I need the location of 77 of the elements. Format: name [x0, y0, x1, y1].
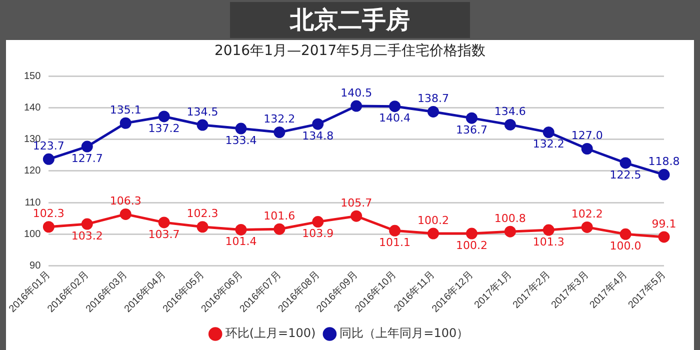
data-label: 99.1 — [652, 217, 676, 230]
data-label: 102.3 — [186, 207, 218, 220]
data-label: 136.7 — [456, 123, 488, 136]
point — [158, 110, 170, 122]
point — [81, 218, 93, 230]
data-label: 103.2 — [71, 229, 103, 242]
data-label: 132.2 — [532, 138, 564, 151]
data-label: 103.9 — [302, 227, 334, 240]
data-label: 100.8 — [494, 212, 526, 225]
data-label: 101.6 — [264, 209, 296, 222]
point — [42, 153, 54, 165]
data-label: 118.8 — [648, 155, 680, 168]
point — [542, 126, 554, 138]
data-label: 100.2 — [418, 214, 450, 227]
point — [466, 112, 478, 124]
data-label: 101.4 — [225, 235, 257, 248]
point — [274, 126, 286, 138]
point — [274, 223, 286, 235]
y-tick-label: 150 — [24, 70, 42, 82]
point — [620, 157, 632, 169]
y-tick-label: 140 — [24, 102, 42, 114]
data-label: 137.2 — [148, 122, 180, 135]
point — [504, 118, 516, 130]
data-label: 132.2 — [264, 112, 296, 126]
point — [542, 224, 554, 236]
point — [120, 117, 132, 129]
data-label: 134.6 — [494, 105, 526, 118]
chart-subtitle: 2016年1月—2017年5月二手住宅价格指数 — [213, 42, 487, 61]
data-label: 103.7 — [148, 228, 180, 241]
point — [196, 119, 208, 131]
point — [120, 208, 132, 220]
point — [389, 224, 401, 236]
data-label: 134.8 — [302, 129, 334, 142]
point — [42, 221, 54, 233]
data-label: 138.7 — [418, 92, 450, 106]
chart-title: 北京二手房 — [230, 2, 470, 38]
point — [158, 216, 170, 228]
data-label: 101.1 — [379, 236, 411, 250]
point — [658, 168, 670, 180]
y-tick-label: 100 — [24, 228, 42, 240]
point — [428, 228, 440, 240]
point — [196, 221, 208, 233]
point — [350, 100, 362, 112]
data-label: 135.1 — [110, 103, 142, 116]
point — [235, 122, 247, 134]
point — [466, 228, 478, 240]
legend-label: 环比(上月=100) — [225, 326, 316, 340]
data-label: 133.4 — [225, 134, 257, 147]
point — [504, 226, 516, 238]
point — [620, 228, 632, 240]
data-label: 105.7 — [340, 196, 372, 210]
point — [581, 221, 593, 233]
data-label: 134.5 — [186, 105, 218, 118]
data-label: 100.0 — [610, 240, 642, 253]
data-label: 106.3 — [110, 194, 142, 208]
data-label: 100.2 — [456, 238, 488, 252]
data-label: 140.5 — [340, 86, 372, 100]
data-label: 122.5 — [610, 168, 642, 182]
point — [389, 100, 401, 112]
data-label: 127.7 — [71, 152, 103, 165]
point — [312, 118, 324, 130]
data-label: 127.0 — [571, 129, 603, 142]
point — [350, 210, 362, 222]
y-tick-label: 110 — [24, 197, 42, 208]
data-label: 101.3 — [532, 235, 564, 248]
point — [658, 231, 670, 243]
data-label: 102.2 — [571, 208, 603, 221]
point — [81, 140, 93, 152]
legend-label: 同比（上年同月=100） — [340, 326, 469, 340]
point — [312, 216, 324, 228]
y-tick-label: 90 — [30, 260, 42, 272]
data-label: 140.4 — [379, 112, 411, 125]
data-label: 102.3 — [32, 207, 64, 220]
point — [428, 106, 440, 118]
y-tick-label: 120 — [24, 166, 42, 177]
point — [581, 143, 593, 154]
point — [235, 224, 247, 236]
